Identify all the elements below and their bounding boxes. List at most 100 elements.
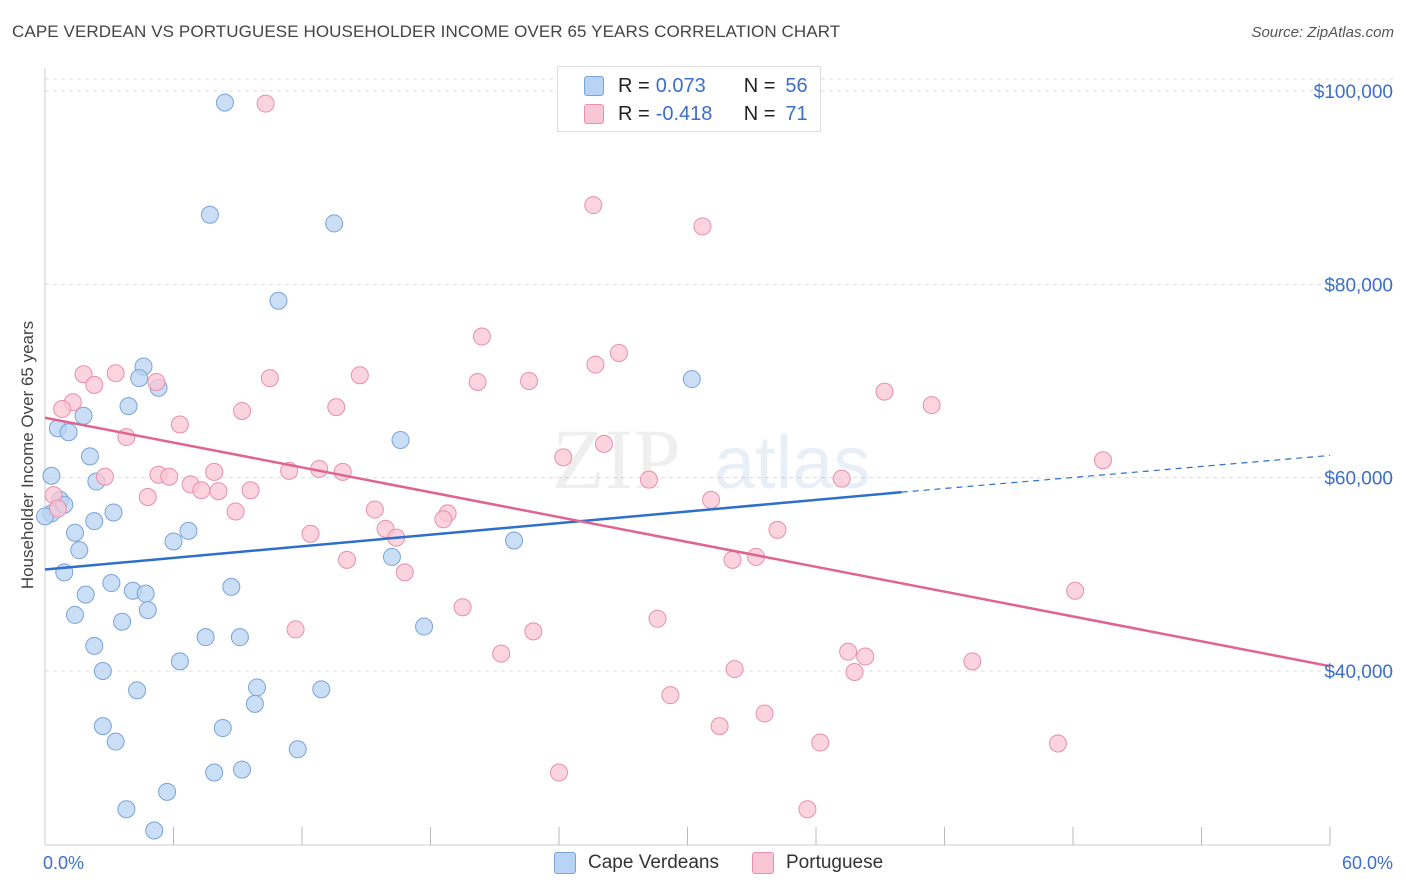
legend-item-portuguese: Portuguese <box>752 852 883 874</box>
data-point-portuguese <box>192 481 211 500</box>
trend-line-cape-verdeans <box>44 490 902 571</box>
data-point-portuguese <box>594 434 613 453</box>
data-point-cape-verdean <box>42 466 61 485</box>
blue-swatch <box>584 76 604 96</box>
x-tick-label: 0.0% <box>43 853 84 873</box>
data-point-cape-verdean <box>93 717 112 736</box>
data-point-portuguese <box>327 398 346 417</box>
data-point-portuguese <box>492 644 511 663</box>
legend-label: Portuguese <box>786 852 884 873</box>
watermark-atlas: atlas <box>714 421 870 504</box>
data-point-portuguese <box>725 660 744 679</box>
data-point-cape-verdean <box>682 370 701 389</box>
data-point-portuguese <box>350 366 369 385</box>
data-point-portuguese <box>170 415 189 434</box>
data-point-portuguese <box>301 524 320 543</box>
data-point-portuguese <box>648 609 667 628</box>
pink-swatch <box>584 104 604 124</box>
data-point-portuguese <box>768 520 787 539</box>
r-value: 0.073 <box>655 74 706 97</box>
data-point-cape-verdean <box>117 800 136 819</box>
data-point-portuguese <box>550 763 568 782</box>
data-point-portuguese <box>233 401 252 420</box>
data-point-portuguese <box>875 382 894 401</box>
legend-item-cape-verdeans: Cape Verdeans <box>554 852 719 874</box>
data-point-portuguese <box>256 94 275 113</box>
data-point-portuguese <box>832 469 851 488</box>
data-point-portuguese <box>661 686 680 705</box>
data-point-cape-verdean <box>145 821 164 840</box>
data-point-portuguese <box>798 800 817 819</box>
data-point-portuguese <box>147 372 166 391</box>
chart-title: CAPE VERDEAN VS PORTUGUESE HOUSEHOLDER I… <box>12 22 841 41</box>
data-point-portuguese <box>160 467 179 486</box>
data-point-cape-verdean <box>128 681 147 700</box>
data-point-cape-verdean <box>215 93 234 112</box>
trend-lines <box>44 416 1331 668</box>
data-point-cape-verdean <box>170 652 189 671</box>
data-point-cape-verdean <box>415 617 434 636</box>
data-point-portuguese <box>95 467 114 486</box>
data-point-cape-verdean <box>93 662 112 680</box>
data-point-cape-verdean <box>269 291 288 310</box>
data-point-cape-verdean <box>104 503 123 522</box>
data-point-portuguese <box>286 620 305 639</box>
n-label: N = <box>743 74 776 97</box>
data-point-portuguese <box>922 396 941 415</box>
data-point-cape-verdean <box>113 612 132 631</box>
r-label: R = <box>618 102 650 125</box>
r-value: -0.418 <box>655 102 713 125</box>
data-point-cape-verdean <box>158 782 177 801</box>
data-point-cape-verdean <box>59 423 78 442</box>
data-point-cape-verdean <box>102 574 121 593</box>
data-point-portuguese <box>702 490 721 509</box>
data-point-portuguese <box>723 550 742 569</box>
y-tick-label: $80,000 <box>1324 275 1393 296</box>
correlation-legend: R = 0.073 N = 56 R = -0.418 N = 71 <box>557 66 821 132</box>
pink-swatch <box>752 852 774 874</box>
y-tick-label: $60,000 <box>1324 469 1393 490</box>
data-point-cape-verdean <box>138 601 157 620</box>
source-label: Source: ZipAtlas.com <box>1251 24 1394 41</box>
data-point-portuguese <box>365 500 384 519</box>
data-point-portuguese <box>226 502 245 521</box>
data-point-portuguese <box>856 647 875 666</box>
data-point-portuguese <box>710 717 729 736</box>
axes <box>44 68 1331 846</box>
data-point-cape-verdean <box>119 397 138 416</box>
data-point-portuguese <box>434 510 453 529</box>
y-tick-label: $100,000 <box>1314 82 1393 103</box>
data-point-cape-verdean <box>245 694 264 713</box>
legend-label: Cape Verdeans <box>588 852 719 873</box>
trend-line-portuguese <box>44 416 1331 668</box>
data-point-cape-verdean <box>222 577 241 596</box>
x-tick-label: 60.0% <box>1342 853 1393 873</box>
data-point-portuguese <box>106 364 125 383</box>
data-point-portuguese <box>1049 734 1068 753</box>
watermark: ZIP atlas <box>552 411 870 507</box>
data-point-cape-verdean <box>80 447 99 466</box>
n-label: N = <box>743 102 776 125</box>
data-point-portuguese <box>839 642 858 661</box>
data-point-cape-verdean <box>382 547 401 566</box>
data-point-cape-verdean <box>164 532 183 551</box>
r-label: R = <box>618 74 650 97</box>
data-point-cape-verdean <box>205 763 224 782</box>
y-axis-label: Householder Income Over 65 years <box>18 320 37 590</box>
data-point-portuguese <box>395 563 414 582</box>
data-point-portuguese <box>333 462 352 481</box>
data-point-portuguese <box>609 343 628 362</box>
data-point-portuguese <box>260 369 279 388</box>
data-point-portuguese <box>1093 451 1112 470</box>
data-point-cape-verdean <box>248 678 267 697</box>
data-point-cape-verdean <box>65 605 84 624</box>
data-point-portuguese <box>468 372 487 391</box>
series-legend: Cape Verdeans Portuguese <box>0 852 1406 876</box>
blue-swatch <box>554 852 576 874</box>
data-point-portuguese <box>693 217 712 236</box>
n-value: 71 <box>785 102 808 125</box>
data-point-cape-verdean <box>179 521 198 540</box>
data-point-portuguese <box>337 550 356 569</box>
data-point-cape-verdean <box>76 585 95 604</box>
